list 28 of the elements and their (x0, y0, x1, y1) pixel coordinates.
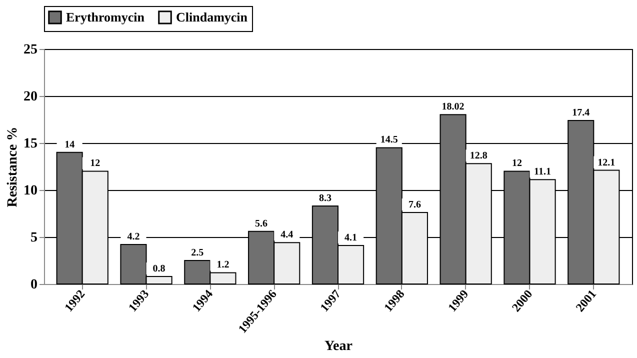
legend-label: Clindamycin (176, 9, 248, 24)
y-tick-label: 10 (24, 184, 38, 198)
data-label: 8.3 (318, 192, 332, 204)
y-tick-label: 5 (30, 230, 38, 246)
data-label: 18.02 (442, 102, 464, 113)
data-label: 4.2 (127, 232, 140, 243)
x-axis-title: Year (324, 339, 352, 354)
data-label: 0.8 (152, 263, 166, 274)
y-tick-label: 0 (30, 278, 38, 292)
y-axis-title: Resistance % (6, 126, 20, 208)
data-label: 12.1 (598, 157, 616, 168)
data-label: 2.5 (191, 248, 204, 258)
data-label: 1.2 (216, 260, 230, 271)
data-label: 5.6 (255, 218, 268, 230)
data-label: 12.8 (470, 150, 488, 162)
data-label: 7.6 (408, 200, 421, 211)
data-label: 11.1 (534, 166, 551, 178)
y-tick-label: 25 (24, 42, 38, 58)
data-label: 4.4 (280, 230, 294, 241)
y-tick-label: 15 (24, 136, 38, 152)
data-label: 14 (64, 139, 75, 150)
data-label: 12 (512, 158, 522, 170)
y-tick-label: 20 (24, 90, 38, 104)
data-label: 4.1 (344, 232, 358, 244)
data-label: 12 (90, 158, 100, 170)
legend-label: Erythromycin (66, 9, 146, 24)
data-label: 17.4 (572, 107, 590, 118)
data-label: 14.5 (380, 134, 398, 146)
